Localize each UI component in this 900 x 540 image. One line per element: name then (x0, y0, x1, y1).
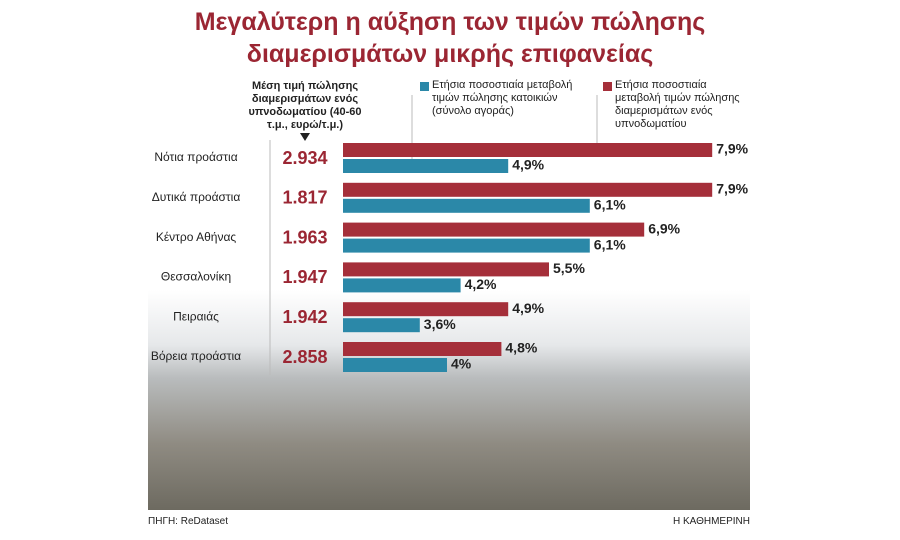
bar (343, 342, 502, 356)
category-label: Θεσσαλονίκη (161, 270, 231, 284)
value-label: 4,9% (512, 300, 544, 316)
bar (343, 159, 509, 173)
category-label: Πειραιάς (173, 309, 219, 323)
category-label: Βόρεια προάστια (151, 349, 241, 363)
price-value: 1.947 (282, 267, 327, 287)
bar (343, 182, 713, 197)
category-label: Νότια προάστια (154, 150, 237, 164)
bar (343, 198, 590, 213)
value-label: 4,9% (512, 157, 544, 173)
bar (343, 238, 590, 253)
category-label: Δυτικά προάστια (152, 190, 241, 204)
bar (343, 318, 420, 333)
price-value: 1.817 (282, 188, 327, 208)
bar (343, 262, 549, 277)
value-label: 5,5% (553, 260, 585, 276)
legend-swatch (420, 82, 429, 91)
legend-label: Ετήσια ποσοστιαία μεταβολή τιμών πώλησης… (432, 79, 573, 117)
value-label: 6,9% (648, 220, 680, 236)
price-value: 2.934 (282, 148, 327, 168)
bar (343, 143, 713, 157)
category-label: Κέντρο Αθήνας (156, 230, 237, 244)
publisher: Η ΚΑΘΗΜΕΡΙΝΗ (672, 516, 750, 527)
value-label: 4,2% (465, 276, 497, 292)
bar (343, 278, 461, 293)
value-label: 6,1% (594, 197, 626, 213)
price-value: 1.942 (282, 307, 327, 327)
value-label: 7,9% (716, 181, 748, 197)
price-header: Μέση τιμή πώλησης διαμερισμάτων ενός υπν… (248, 80, 362, 131)
legend-swatch (603, 82, 612, 91)
pointer-arrow (300, 133, 310, 141)
value-label: 4,8% (505, 340, 537, 356)
chart-title: Μεγαλύτερη η αύξηση των τιμών πώλησης δι… (194, 8, 706, 68)
bar (343, 222, 645, 237)
legend-label: Ετήσια ποσοστιαία μεταβολή τιμών πώλησης… (615, 79, 740, 130)
background-photo (148, 290, 750, 510)
value-label: 6,1% (594, 236, 626, 252)
bar (343, 302, 509, 317)
price-value: 2.858 (282, 347, 327, 367)
price-value: 1.963 (282, 227, 327, 247)
bar (343, 358, 447, 372)
value-label: 7,9% (716, 141, 748, 157)
value-label: 4% (451, 356, 472, 372)
source: ΠΗΓΗ: ReDataset (148, 516, 228, 527)
value-label: 3,6% (424, 316, 456, 332)
